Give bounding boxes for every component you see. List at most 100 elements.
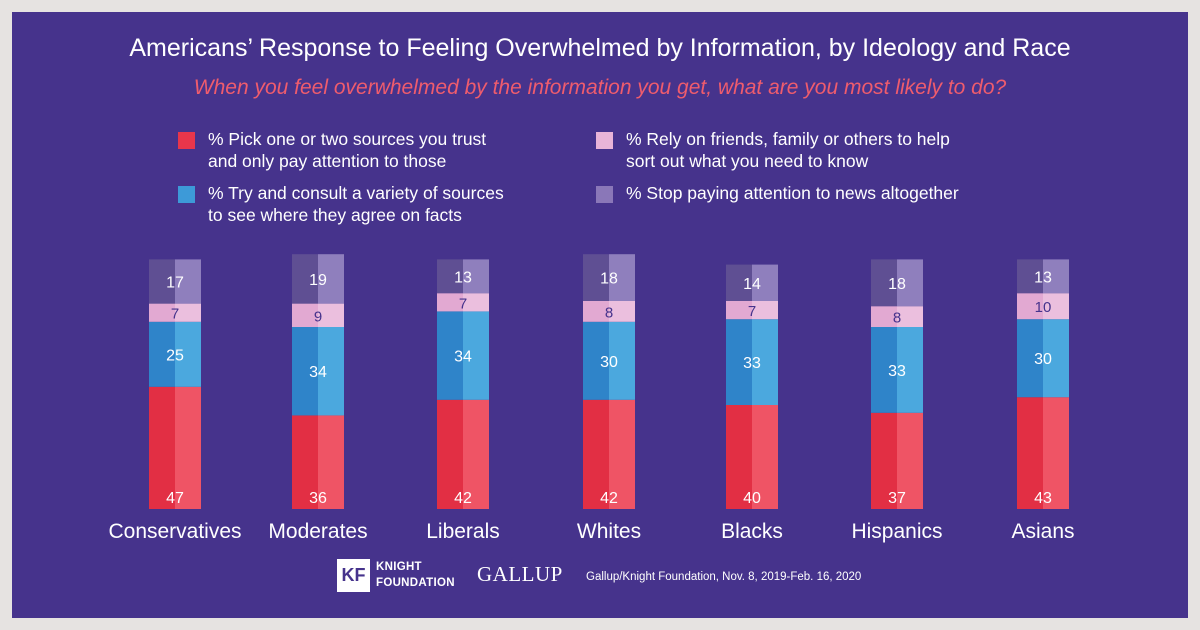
gallup-logo: GALLUP <box>477 562 563 586</box>
bar-segment <box>609 301 635 322</box>
data-label: 18 <box>600 271 618 288</box>
bar-segment <box>1043 293 1069 320</box>
data-label: 43 <box>1034 490 1052 507</box>
source-note: Gallup/Knight Foundation, Nov. 8, 2019-F… <box>586 571 862 583</box>
legend-swatch-blue <box>178 186 195 203</box>
bar-segment <box>726 405 752 509</box>
data-label: 30 <box>1034 351 1052 368</box>
bar-segment <box>871 327 897 413</box>
data-label: 42 <box>600 490 618 507</box>
chart-subtitle: When you feel overwhelmed by the informa… <box>193 76 1007 99</box>
stacked-bar-chart: 47 25 7 17 Conservatives 36 34 9 19 Moderates 42 34… <box>108 254 1075 543</box>
category-label: Liberals <box>426 520 500 543</box>
category-label: Asians <box>1011 520 1074 543</box>
bar-segment <box>871 259 897 307</box>
data-label: 33 <box>888 363 906 380</box>
bar-segment <box>463 311 489 400</box>
bar-segment <box>463 399 489 509</box>
category-label: Hispanics <box>851 520 942 543</box>
bar-segment <box>871 412 897 509</box>
bar-segment <box>897 327 923 413</box>
bar-segment <box>726 301 752 320</box>
knight-foundation-wordmark: KNIGHT FOUNDATION <box>376 559 455 591</box>
category-label: Whites <box>577 520 641 543</box>
bar-segment <box>318 327 344 416</box>
bar-segment <box>1017 319 1043 398</box>
legend-label: and only pay attention to those <box>208 151 447 171</box>
data-label: 10 <box>1035 299 1052 316</box>
data-label: 8 <box>605 304 613 321</box>
data-label: 34 <box>309 364 327 381</box>
data-label: 30 <box>600 354 618 371</box>
legend-label: % Rely on friends, family or others to h… <box>626 129 950 149</box>
data-label: 34 <box>454 349 472 366</box>
bar-segment <box>292 303 318 327</box>
bar-segment <box>897 412 923 509</box>
chart-panel: Americans’ Response to Feeling Overwhelm… <box>12 12 1188 618</box>
data-label: 8 <box>893 310 901 327</box>
bar-segment <box>1017 259 1043 294</box>
bar-segment <box>609 399 635 509</box>
legend-item-variety-sources: % Try and consult a variety of sources t… <box>178 182 504 226</box>
bar-segment <box>1043 397 1069 509</box>
bar-segment <box>726 264 752 301</box>
bar-segment <box>1043 319 1069 398</box>
legend-item-pick-sources: % Pick one or two sources you trust and … <box>178 128 486 172</box>
bar-segment <box>292 254 318 304</box>
data-label: 7 <box>748 303 756 320</box>
bar-segment <box>437 293 463 312</box>
bar-segment <box>175 386 201 509</box>
bar-segment <box>897 306 923 327</box>
category-label: Conservatives <box>108 520 241 543</box>
bar-segment <box>437 399 463 509</box>
bar-segment <box>1043 259 1069 294</box>
bar-segment <box>609 254 635 301</box>
data-label: 19 <box>309 272 327 289</box>
legend-swatch-purple <box>596 186 613 203</box>
bar-segment <box>583 321 609 400</box>
knight-foundation-logo: KF <box>337 559 370 592</box>
bar-segment <box>437 311 463 400</box>
bar-segment <box>175 259 201 304</box>
bar-segment <box>726 319 752 405</box>
bar-segment <box>752 301 778 320</box>
legend-label: % Stop paying attention to news altogeth… <box>626 183 959 203</box>
bar-segment <box>463 259 489 294</box>
bar-segment <box>897 259 923 307</box>
category-label: Moderates <box>268 520 367 543</box>
data-label: 13 <box>1034 269 1052 286</box>
data-label: 17 <box>166 275 184 292</box>
legend-label: sort out what you need to know <box>626 151 869 171</box>
bar-segment <box>292 415 318 509</box>
data-label: 36 <box>309 490 327 507</box>
data-label: 7 <box>459 295 467 312</box>
category-label: Blacks <box>721 520 783 543</box>
data-label: 42 <box>454 490 472 507</box>
bar-segment <box>583 399 609 509</box>
legend-swatch-red <box>178 132 195 149</box>
legend-item-rely-others: % Rely on friends, family or others to h… <box>596 128 950 172</box>
bar-segment <box>583 301 609 322</box>
data-label: 7 <box>171 306 179 323</box>
bar-segment <box>318 415 344 509</box>
data-label: 40 <box>743 490 761 507</box>
data-label: 9 <box>314 308 322 325</box>
data-label: 47 <box>166 490 184 507</box>
bar-segment <box>752 319 778 405</box>
data-label: 25 <box>166 347 184 364</box>
bar-segment <box>752 405 778 509</box>
kf-line1: KNIGHT <box>376 561 422 573</box>
data-label: 18 <box>888 276 906 293</box>
bar-segment <box>318 254 344 304</box>
bar-segment <box>463 293 489 312</box>
legend-label: to see where they agree on facts <box>208 205 462 225</box>
data-label: 13 <box>454 269 472 286</box>
bar-segment <box>175 321 201 387</box>
bar-segment <box>437 259 463 294</box>
legend-label: % Try and consult a variety of sources <box>208 183 504 203</box>
chart-title: Americans’ Response to Feeling Overwhelm… <box>129 34 1071 62</box>
bar-segment <box>149 386 175 509</box>
bar-segment <box>583 254 609 301</box>
data-label: 37 <box>888 490 906 507</box>
bar-segment <box>149 303 175 322</box>
